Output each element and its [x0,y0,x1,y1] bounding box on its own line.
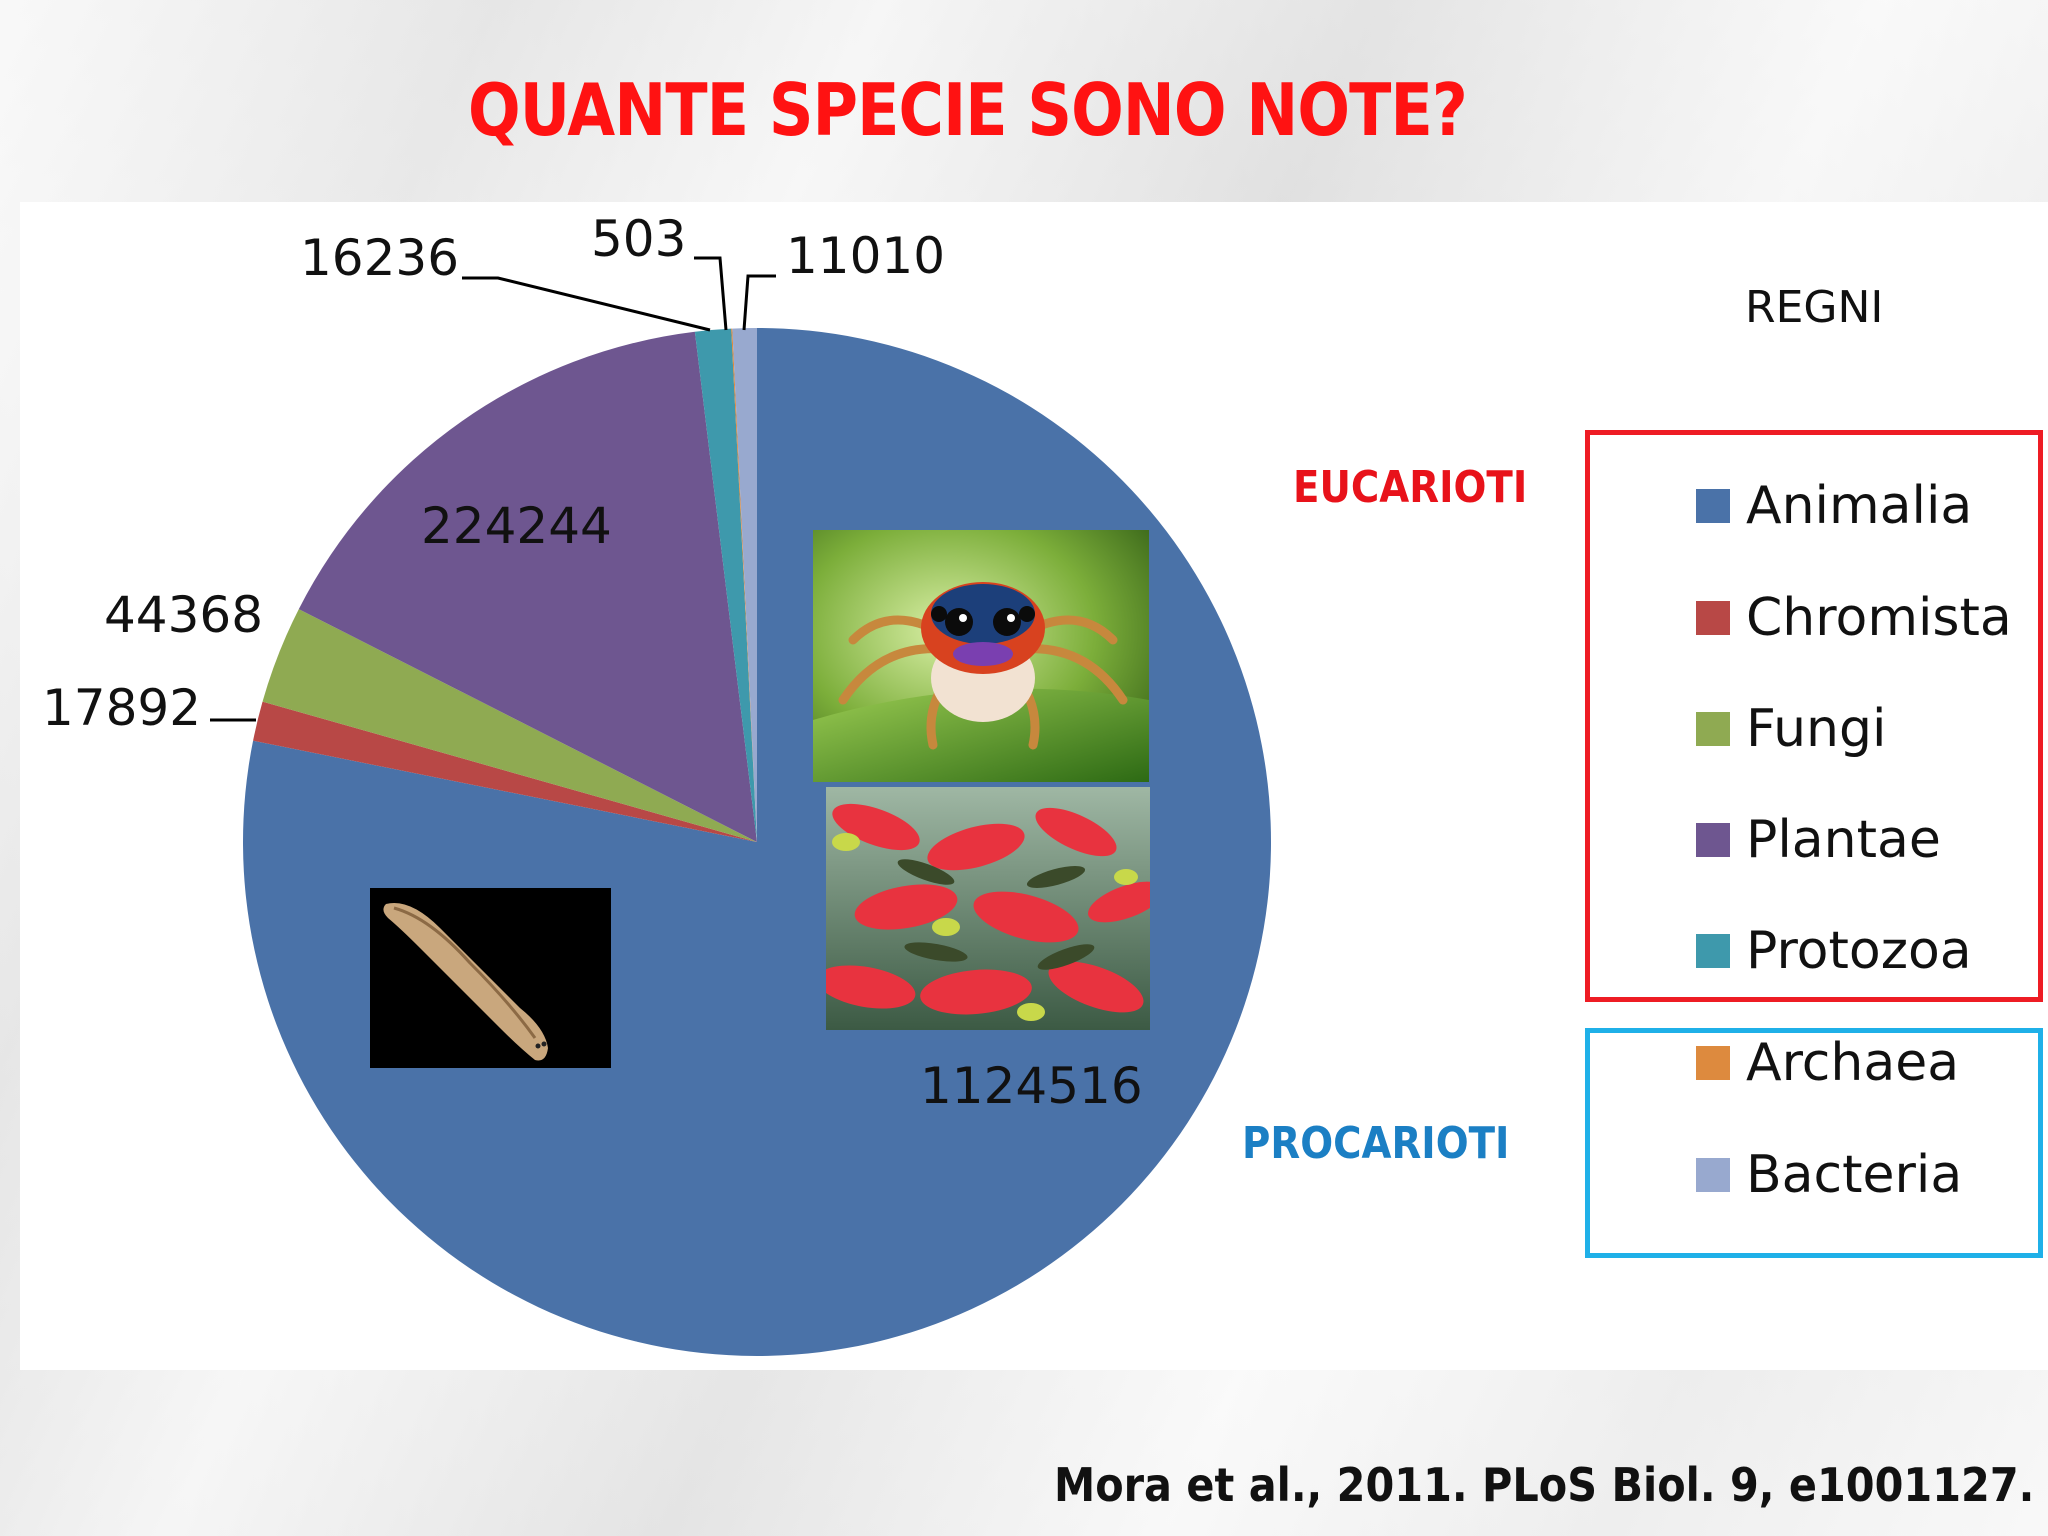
data-label-bacteria: 11010 [786,227,945,285]
legend-swatch-protozoa [1696,934,1730,968]
flatworm-photo [370,888,611,1068]
pie-slice-plantae [298,331,757,842]
legend-title: REGNI [1745,282,1884,333]
citation: Mora et al., 2011. PLoS Biol. 9, e100112… [1054,1458,2035,1512]
pie-slice-chromista [253,701,757,842]
data-label-plantae: 224244 [421,497,612,555]
legend-item-archaea: Archaea [1696,1033,1959,1093]
pie-slice-fungi [262,609,757,842]
jumping-spider-photo [813,530,1149,782]
legend-swatch-fungi [1696,712,1730,746]
legend-label-animalia: Animalia [1746,476,1973,536]
slide-title: QUANTE SPECIE SONO NOTE? [468,68,1468,152]
legend-swatch-animalia [1696,489,1730,523]
legend-swatch-archaea [1696,1046,1730,1080]
legend-label-fungi: Fungi [1746,699,1887,759]
legend-item-plantae: Plantae [1696,810,1941,870]
data-label-animalia: 1124516 [920,1057,1143,1115]
legend-label-protozoa: Protozoa [1746,921,1972,981]
leader-line-archaea [694,256,728,331]
legend-item-bacteria: Bacteria [1696,1145,1962,1205]
legend-item-fungi: Fungi [1696,699,1886,759]
legend-label-bacteria: Bacteria [1746,1145,1963,1205]
pie-slice-protozoa [694,328,757,842]
pie-slice-archaea [731,328,757,843]
legend-swatch-chromista [1696,601,1730,635]
legend-label-chromista: Chromista [1746,588,2012,648]
leader-line-protozoa [462,276,711,332]
leader-lines [210,256,776,722]
data-label-protozoa: 16236 [300,229,459,287]
salmon-school-photo [826,787,1150,1030]
legend-swatch-bacteria [1696,1158,1730,1192]
legend-swatch-plantae [1696,823,1730,857]
data-label-chromista: 17892 [42,679,201,737]
legend-label-archaea: Archaea [1746,1033,1960,1093]
eukaryotes-legend-box [1585,430,2043,1002]
leader-line-bacteria [742,274,776,331]
legend-item-chromista: Chromista [1696,588,2012,648]
prokaryotes-label: PROCARIOTI [1242,1118,1510,1169]
data-label-archaea: 503 [591,210,686,268]
legend-item-animalia: Animalia [1696,476,1972,536]
pie-slice-bacteria [732,328,757,842]
legend-item-protozoa: Protozoa [1696,921,1972,981]
legend-label-plantae: Plantae [1746,810,1941,870]
data-label-fungi: 44368 [104,586,263,644]
prokaryotes-legend-box [1585,1028,2043,1258]
eukaryotes-label: EUCARIOTI [1293,462,1528,513]
